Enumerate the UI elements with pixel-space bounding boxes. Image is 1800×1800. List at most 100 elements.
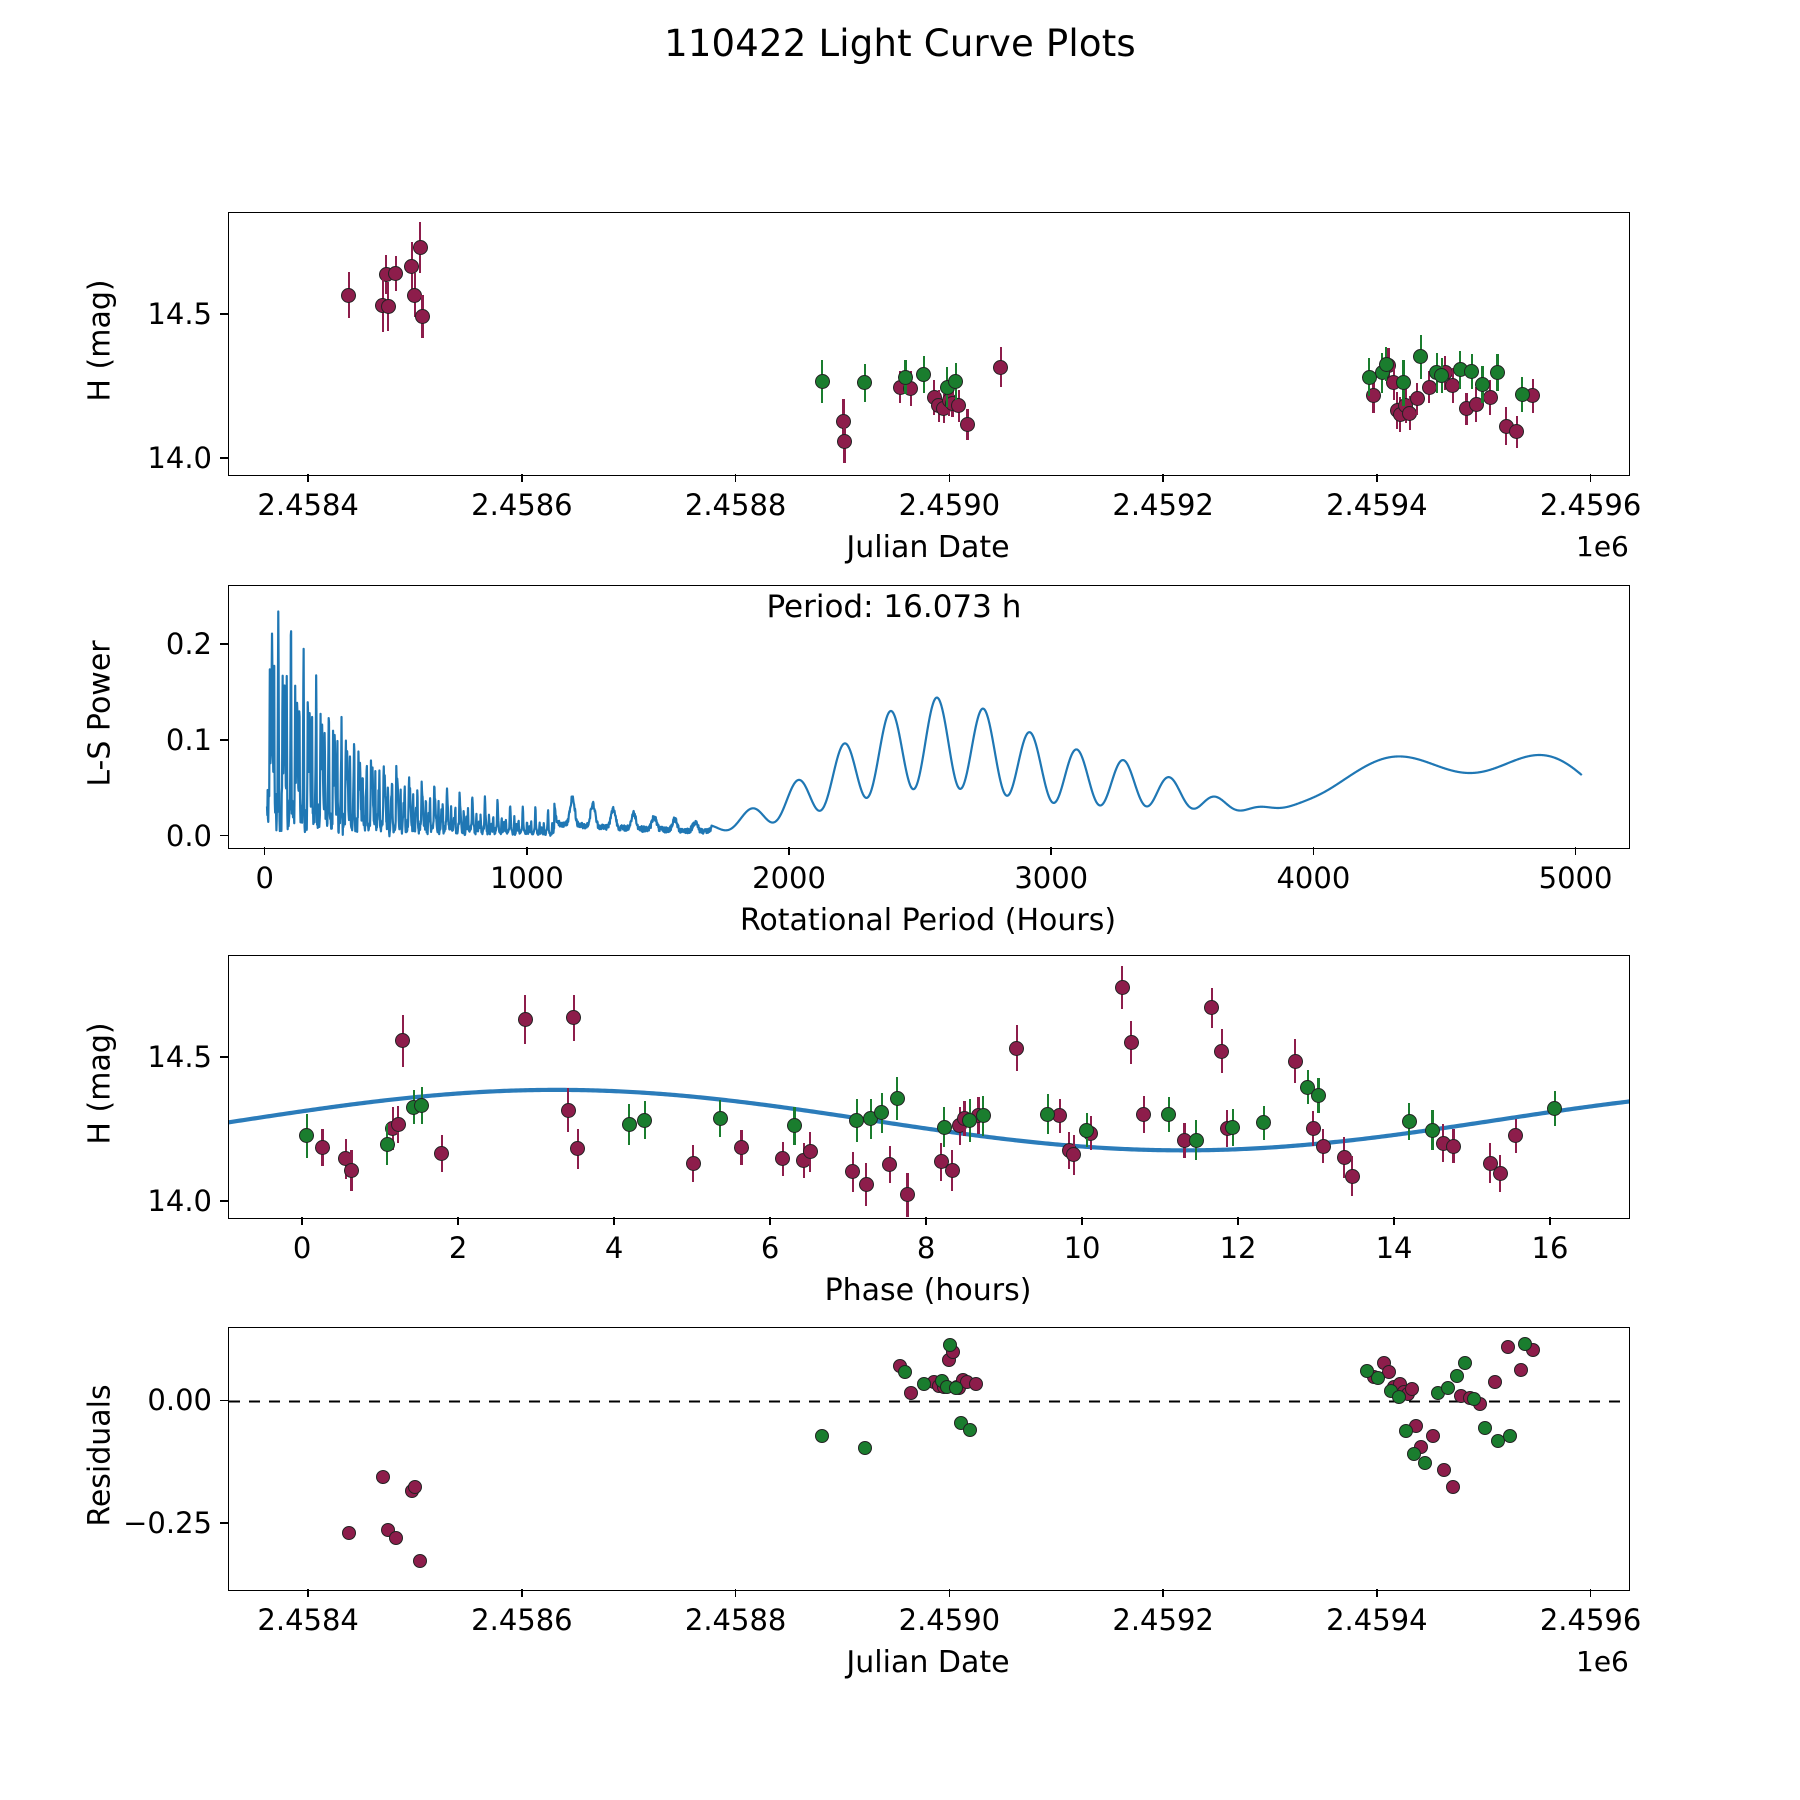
- x-tick-mark: [457, 1217, 459, 1225]
- data-point: [1518, 1336, 1533, 1351]
- x-tick-mark: [925, 1217, 927, 1225]
- data-point: [517, 1011, 533, 1027]
- plot-area-phase-fold[interactable]: [228, 955, 1630, 1219]
- data-point: [815, 1428, 830, 1443]
- y-tick-mark: [220, 1200, 228, 1202]
- period-annotation: Period: 16.073 h: [766, 588, 1022, 625]
- x-tick-mark: [734, 474, 737, 482]
- data-point: [936, 1119, 952, 1135]
- data-point: [733, 1139, 749, 1155]
- periodogram-line: [265, 610, 1583, 838]
- x-tick-label: 2.4596: [1539, 1603, 1642, 1637]
- data-point: [775, 1151, 791, 1167]
- x-tick-mark: [307, 474, 309, 482]
- data-point: [1421, 379, 1437, 395]
- x-tick-mark: [1589, 474, 1592, 482]
- data-point: [857, 1440, 872, 1455]
- y-tick-mark: [220, 457, 228, 459]
- x-tick-mark: [1376, 474, 1378, 482]
- y-tick-mark: [220, 1522, 228, 1524]
- x-tick-label: 2.4592: [1112, 488, 1214, 522]
- data-point: [621, 1116, 637, 1132]
- data-point: [1079, 1122, 1095, 1138]
- data-point: [1508, 1128, 1524, 1144]
- x-tick-label: 2.4586: [471, 1603, 573, 1637]
- x-tick-label: 12: [1219, 1231, 1257, 1265]
- data-point: [390, 1116, 406, 1132]
- sinusoid-fit-line: [229, 1087, 1629, 1153]
- x-axis-label-residuals: Julian Date: [846, 1645, 1010, 1680]
- data-point: [1311, 1088, 1327, 1104]
- data-point: [341, 1525, 356, 1540]
- data-point: [1509, 424, 1525, 440]
- x-axis-offset-light-curve: 1e6: [1576, 530, 1629, 563]
- data-point: [413, 1553, 428, 1568]
- x-tick-mark: [788, 847, 790, 855]
- x-tick-label: 4000: [1276, 861, 1351, 895]
- plot-area-periodogram[interactable]: [228, 585, 1630, 849]
- x-tick-mark: [521, 474, 523, 482]
- data-point: [570, 1141, 586, 1157]
- data-point: [903, 1385, 918, 1400]
- x-tick-label: 10: [1063, 1231, 1101, 1265]
- x-tick-mark: [1162, 1589, 1164, 1597]
- plot-area-residuals[interactable]: [228, 1327, 1630, 1591]
- x-tick-label: 2.4590: [898, 488, 1001, 522]
- data-point: [1503, 1428, 1518, 1443]
- data-point: [933, 1154, 949, 1170]
- data-point: [962, 1422, 977, 1437]
- y-tick-label: 0.1: [165, 722, 212, 757]
- data-point: [343, 1162, 359, 1178]
- data-point: [959, 417, 975, 433]
- x-tick-mark: [1589, 1589, 1592, 1597]
- data-point: [1434, 368, 1450, 384]
- data-point: [388, 265, 404, 281]
- x-tick-label: 2.4592: [1112, 1603, 1214, 1637]
- data-point: [1114, 980, 1130, 996]
- data-point: [637, 1112, 653, 1128]
- data-point: [889, 1091, 905, 1107]
- data-point: [1547, 1101, 1563, 1117]
- data-point: [858, 1177, 874, 1193]
- x-tick-mark: [526, 847, 528, 855]
- x-tick-mark: [521, 1589, 523, 1597]
- x-tick-label: 3000: [1014, 861, 1089, 895]
- x-tick-label: 2.4588: [684, 1603, 787, 1637]
- data-point: [414, 1098, 430, 1114]
- x-tick-mark: [1081, 1217, 1083, 1225]
- x-tick-label: 2.4594: [1326, 488, 1428, 522]
- data-point: [407, 1480, 422, 1495]
- x-tick-mark: [769, 1217, 771, 1225]
- x-tick-mark: [1050, 847, 1052, 855]
- data-point: [1066, 1147, 1082, 1163]
- x-tick-label: 2.4584: [257, 1603, 359, 1637]
- data-point: [969, 1377, 984, 1392]
- data-point: [1514, 1362, 1529, 1377]
- data-point: [1407, 1447, 1422, 1462]
- x-tick-label: 2.4590: [898, 1603, 1001, 1637]
- data-point: [1405, 1381, 1420, 1396]
- x-tick-mark: [1312, 847, 1315, 855]
- data-point: [379, 1137, 395, 1153]
- data-point: [299, 1128, 315, 1144]
- data-point: [948, 1380, 963, 1395]
- plot-area-light-curve[interactable]: [228, 212, 1630, 476]
- data-point: [943, 1338, 958, 1353]
- data-point: [1445, 378, 1461, 394]
- data-point: [882, 1157, 898, 1173]
- data-point: [1458, 1356, 1473, 1371]
- y-tick-label: −0.25: [123, 1505, 212, 1540]
- data-point: [407, 287, 423, 303]
- data-point: [1467, 1392, 1482, 1406]
- data-point: [434, 1145, 450, 1161]
- x-tick-mark: [1393, 1217, 1395, 1225]
- x-tick-label: 1000: [489, 861, 564, 895]
- x-tick-label: 2.4586: [471, 488, 573, 522]
- x-tick-label: 0: [292, 1231, 312, 1265]
- data-point: [1492, 1165, 1508, 1181]
- y-tick-mark: [220, 313, 228, 315]
- data-point: [341, 287, 357, 303]
- data-point: [395, 1033, 411, 1049]
- figure-title: 110422 Light Curve Plots: [664, 22, 1136, 65]
- x-tick-mark: [263, 847, 266, 855]
